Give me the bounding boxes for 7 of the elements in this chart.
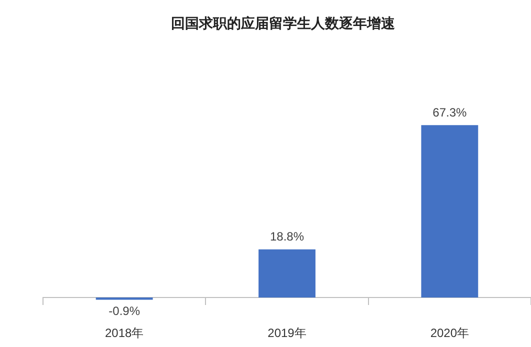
x-tick-label: 2019年 [268,326,306,340]
x-tick-label: 2020年 [430,326,470,340]
x-tick-label: 2018年 [104,326,144,340]
data-label: -0.9% [108,304,140,318]
data-label: 18.8% [270,230,304,244]
data-label: 67.3% [432,105,468,120]
chart-title: 回国求职的应届留学生人数逐年增速 [171,15,396,32]
